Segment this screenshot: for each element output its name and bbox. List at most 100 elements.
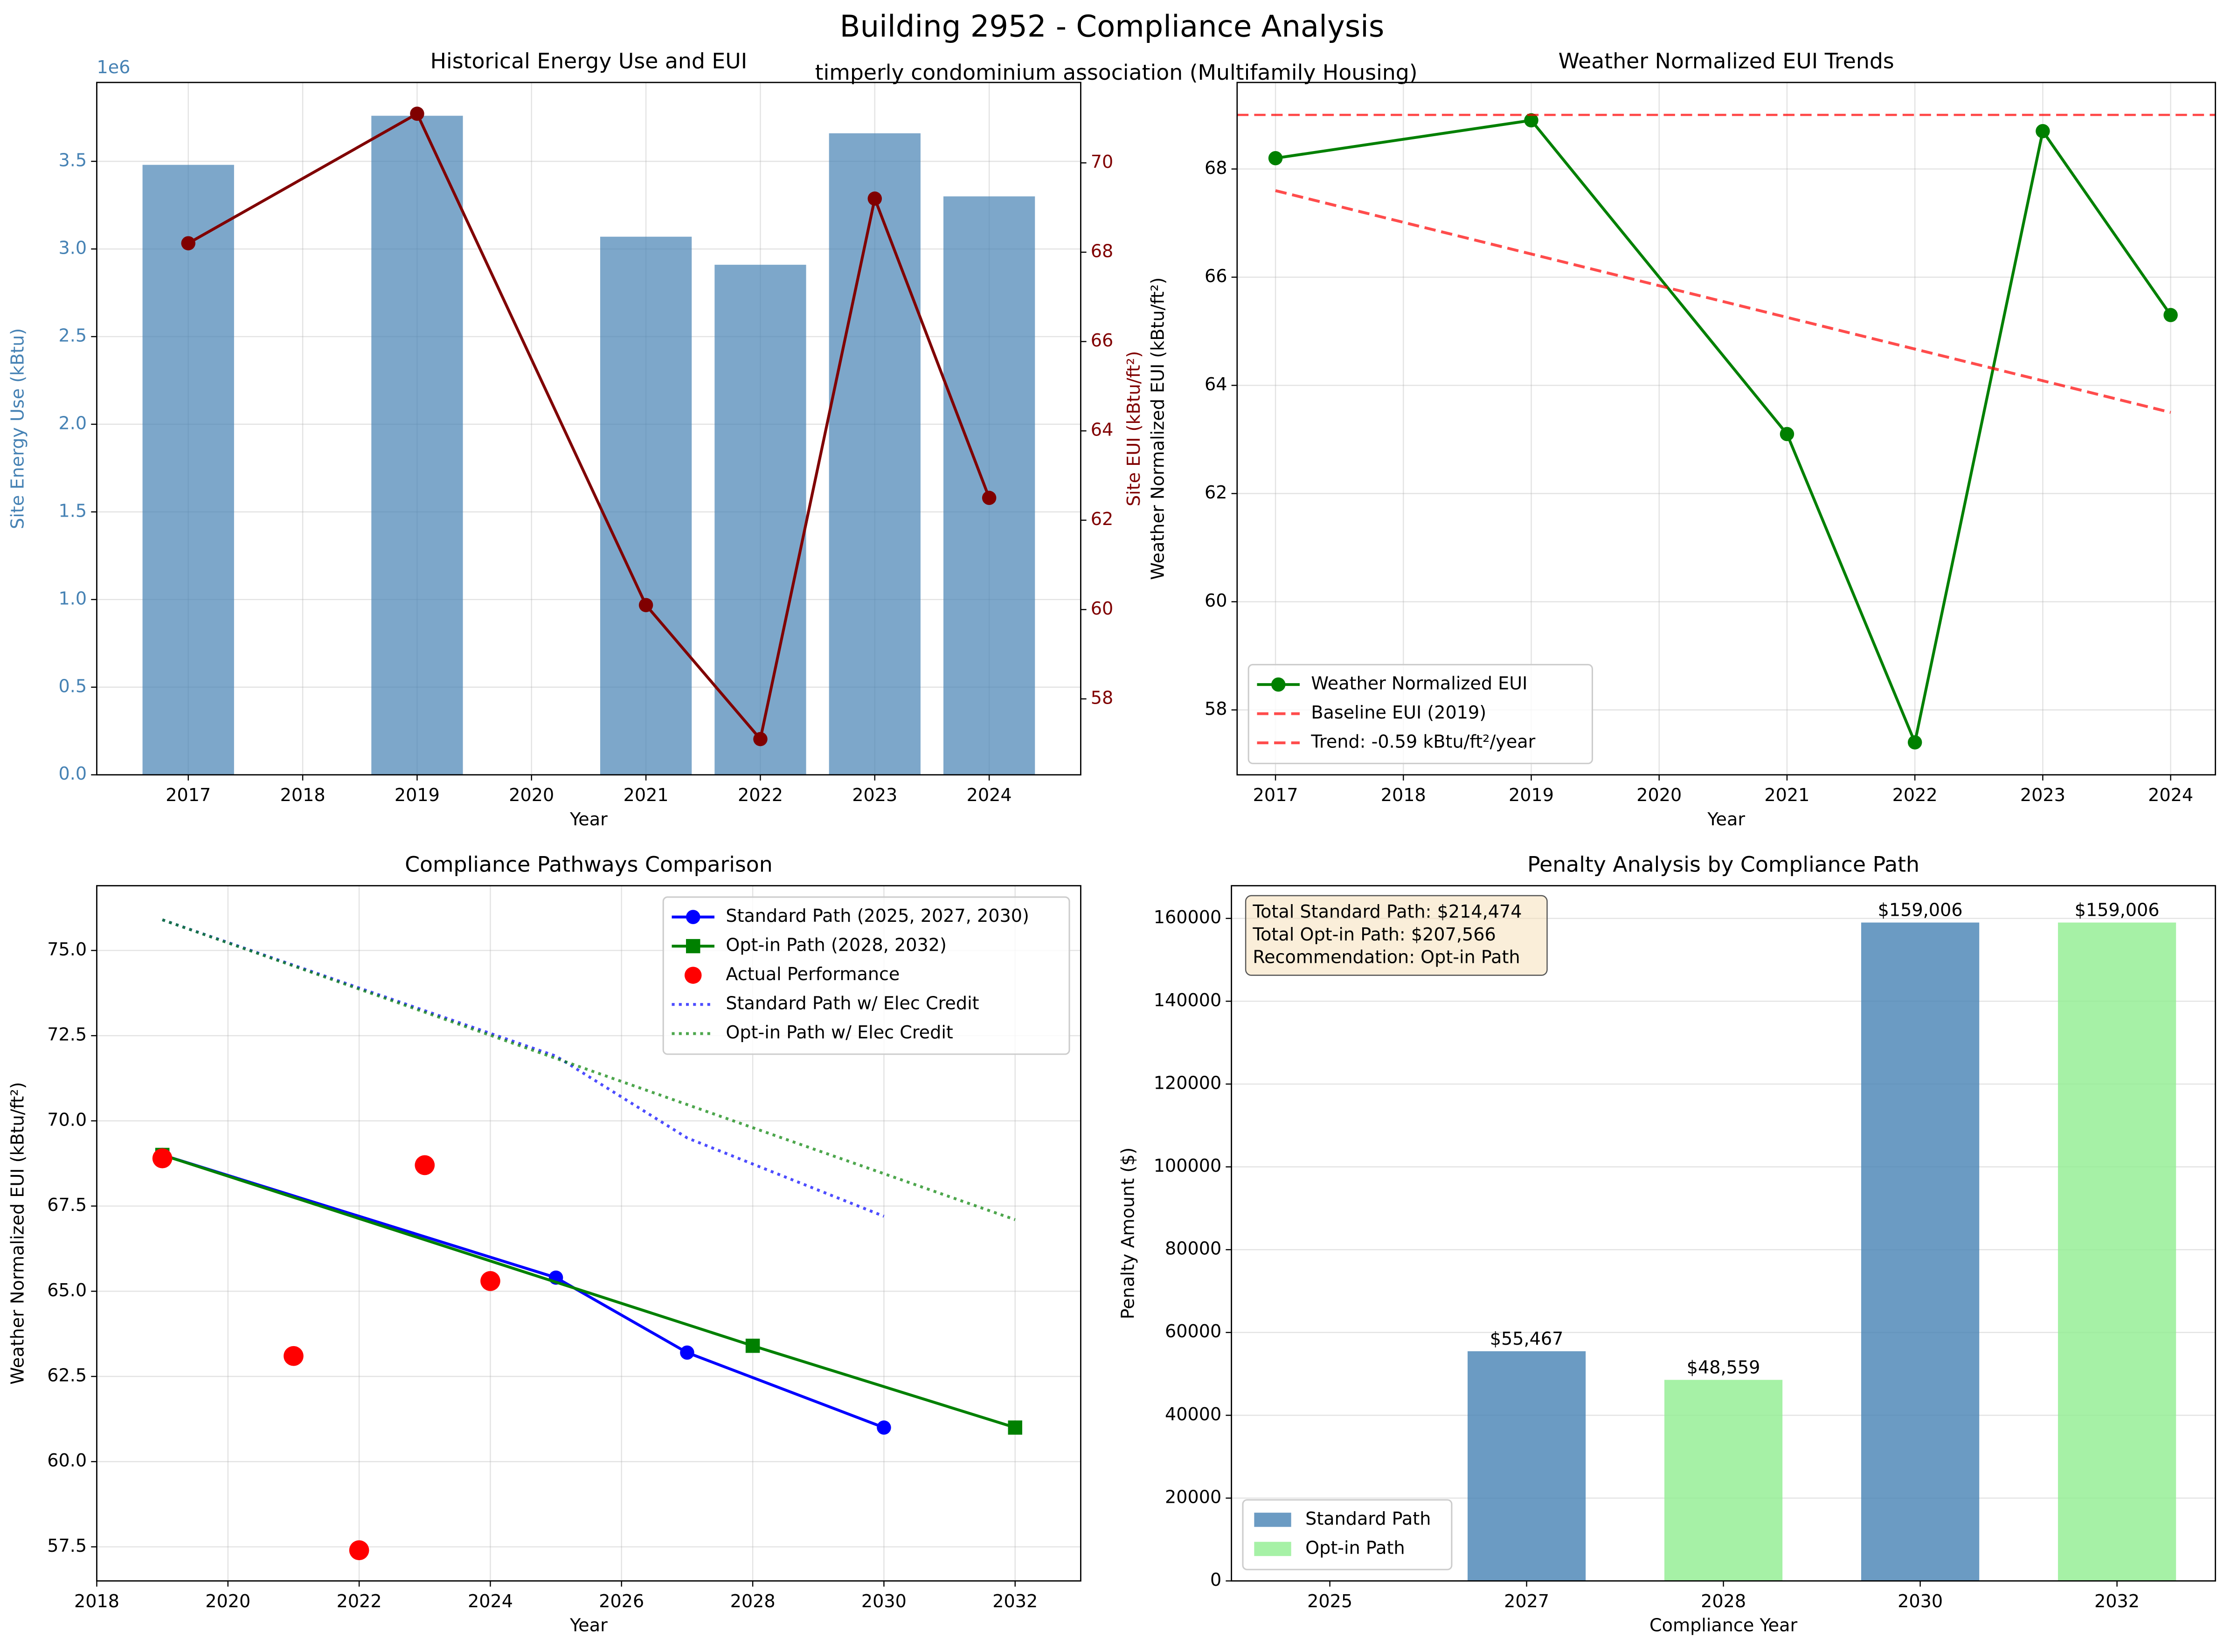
figure-title: Building 2952 - Compliance Analysis (840, 10, 1385, 44)
series-line (1275, 118, 2172, 747)
y-tick-label: 0.5 (59, 676, 87, 696)
series-marker (867, 191, 882, 206)
x-tick-label: 2017 (1253, 785, 1298, 805)
legend-swatch (1254, 1541, 1291, 1556)
x-tick-label: 2032 (992, 1591, 1038, 1611)
x-tick-label: 2019 (395, 785, 440, 805)
x-axis-label: Compliance Year (1649, 1615, 1797, 1636)
x-tick-label: 2030 (861, 1591, 907, 1611)
x-tick-label: 2018 (280, 785, 326, 805)
legend-label: Opt-in Path (2028, 2032) (726, 935, 947, 955)
bar (142, 165, 234, 775)
annotation-text: Recommendation: Opt-in Path (1253, 947, 1520, 968)
series-marker (1268, 151, 1283, 166)
legend-box (662, 896, 1070, 1055)
series-marker (2036, 124, 2050, 138)
legend-label: Standard Path (1305, 1508, 1431, 1529)
bar (943, 196, 1035, 775)
x-tick-label: 2017 (166, 785, 211, 805)
series-marker (877, 1420, 891, 1435)
y-axis-label: Site Energy Use (kBtu) (7, 328, 28, 529)
bar (714, 264, 806, 775)
y-tick-label: 70.0 (47, 1109, 87, 1130)
x-tick-label: 2023 (852, 785, 897, 805)
legend-label: Baseline EUI (2019) (1311, 702, 1486, 723)
series-marker (181, 236, 195, 250)
figure-subtitle: timperly condominium association (Multif… (815, 60, 1418, 85)
bar-value-label: $55,467 (1490, 1328, 1564, 1349)
scatter-point (415, 1155, 435, 1175)
x-tick-label: 2022 (1892, 785, 1938, 805)
y-tick-label: 62.5 (47, 1365, 87, 1386)
series-marker (1780, 427, 1794, 442)
legend-marker (1271, 677, 1286, 692)
series-marker (753, 732, 768, 747)
x-tick-label: 2026 (599, 1591, 644, 1611)
y2-axis-label: Site EUI (kBtu/ft²) (1123, 351, 1144, 506)
y-tick-label: 66 (1205, 266, 1227, 286)
y-tick-label: 57.5 (47, 1535, 87, 1556)
x-tick-label: 2021 (624, 785, 669, 805)
y-tick-label: 0.0 (59, 763, 87, 784)
series-line (1275, 189, 2171, 414)
y2-tick-label: 70 (1091, 152, 1114, 172)
series-marker (1524, 113, 1538, 128)
y2-tick-label: 62 (1091, 509, 1114, 529)
x-tick-label: 2025 (1307, 1591, 1352, 1611)
scatter-point (284, 1346, 304, 1366)
x-tick-label: 2022 (337, 1591, 382, 1611)
y-tick-label: 0 (1210, 1569, 1221, 1590)
series-marker (680, 1345, 694, 1360)
y-tick-label: 60 (1205, 590, 1227, 611)
scatter-point (349, 1540, 369, 1561)
y-tick-label: 58 (1205, 698, 1227, 719)
y2-tick-label: 64 (1091, 420, 1114, 440)
legend-marker (686, 939, 700, 954)
y-tick-label: 68 (1205, 158, 1227, 178)
legend-label: Opt-in Path (1305, 1537, 1405, 1558)
y2-tick-label: 60 (1091, 598, 1114, 619)
y-axis-label: Penalty Amount ($) (1118, 1147, 1138, 1320)
series-marker (638, 598, 653, 612)
y-axis-label: Weather Normalized EUI (kBtu/ft²) (1148, 277, 1168, 580)
y-tick-label: 62 (1205, 482, 1227, 503)
plot-frame (1231, 885, 2216, 1582)
plot-frame (1236, 82, 2216, 776)
y-axis-label: Weather Normalized EUI (kBtu/ft²) (7, 1082, 28, 1385)
series-marker (1907, 735, 1922, 750)
y-tick-label: 1.5 (59, 500, 87, 521)
y-tick-label: 72.5 (47, 1024, 87, 1045)
series-marker (1008, 1420, 1023, 1435)
bar (1664, 1380, 1783, 1581)
scatter-point (480, 1271, 500, 1291)
bar (829, 133, 921, 775)
legend-label: Trend: -0.59 kBtu/ft²/year (1310, 732, 1535, 752)
bar-value-label: $159,006 (1878, 900, 1963, 920)
series-line (187, 111, 991, 742)
y-tick-label: 64 (1205, 374, 1227, 394)
x-tick-label: 2020 (205, 1591, 250, 1611)
y-tick-label: 67.5 (47, 1195, 87, 1215)
plot-frame (96, 885, 1081, 1582)
y-tick-label: 3.0 (59, 237, 87, 258)
x-tick-label: 2028 (730, 1591, 776, 1611)
x-tick-label: 2024 (967, 785, 1012, 805)
y2-tick-label: 66 (1091, 330, 1114, 351)
x-tick-label: 2024 (468, 1591, 513, 1611)
series-line (162, 1154, 885, 1429)
x-axis-label: Year (569, 809, 608, 829)
legend-swatch (1254, 1513, 1291, 1527)
series-marker (2163, 308, 2178, 322)
annotation-box (1245, 895, 1548, 976)
series-marker (745, 1338, 760, 1353)
y-tick-label: 140000 (1154, 990, 1221, 1010)
x-tick-label: 2023 (2020, 785, 2065, 805)
chart-title: Weather Normalized EUI Trends (1559, 49, 1894, 74)
y-tick-label: 1.0 (59, 588, 87, 608)
legend-label: Standard Path w/ Elec Credit (726, 993, 979, 1014)
legend-swatch (684, 967, 702, 984)
y-tick-label: 60.0 (47, 1450, 87, 1471)
bar (371, 116, 463, 775)
bar (2058, 922, 2176, 1581)
y-tick-label: 2.5 (59, 325, 87, 346)
